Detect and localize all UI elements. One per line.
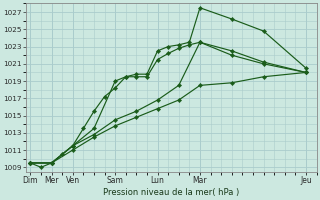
X-axis label: Pression niveau de la mer( hPa ): Pression niveau de la mer( hPa ) bbox=[103, 188, 239, 197]
